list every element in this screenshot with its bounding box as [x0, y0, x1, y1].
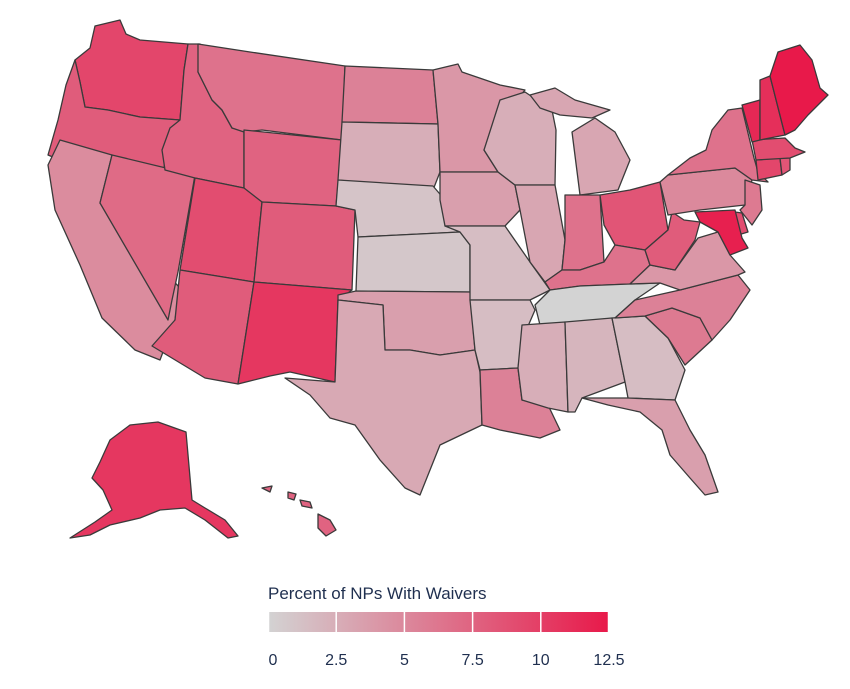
- state-AK[interactable]: [69, 421, 239, 539]
- state-ME[interactable]: [769, 44, 829, 136]
- state-RI[interactable]: [779, 157, 791, 176]
- state-MS[interactable]: [517, 321, 569, 413]
- state-TX[interactable]: [284, 299, 483, 496]
- state-NC[interactable]: [614, 274, 751, 341]
- state-NY[interactable]: [667, 107, 769, 183]
- state-ND[interactable]: [341, 65, 439, 125]
- legend-tick-label: 10: [531, 652, 550, 669]
- state-FL[interactable]: [581, 397, 719, 496]
- state-IN[interactable]: [561, 194, 605, 271]
- legend-tick-label: 0: [268, 652, 278, 669]
- legend-tick-label: 7.5: [461, 652, 484, 669]
- legend-tick-label: 5: [399, 652, 409, 669]
- state-KS[interactable]: [355, 231, 471, 293]
- legend-color-bar: [268, 612, 609, 632]
- state-MD[interactable]: [694, 209, 749, 256]
- state-PA[interactable]: [659, 167, 753, 216]
- state-WA[interactable]: [74, 19, 189, 121]
- state-MI-upper[interactable]: [529, 87, 611, 119]
- legend-tick-label: 2.5: [325, 652, 348, 669]
- state-HI[interactable]: [261, 485, 337, 537]
- state-UT[interactable]: [179, 177, 263, 283]
- legend-title: Percent of NPs With Waivers: [268, 584, 487, 603]
- state-MI[interactable]: [571, 117, 631, 196]
- state-MA[interactable]: [751, 137, 806, 161]
- state-CT[interactable]: [755, 157, 783, 181]
- state-NM[interactable]: [237, 281, 353, 385]
- state-NJ[interactable]: [739, 179, 763, 226]
- state-SD[interactable]: [337, 121, 441, 191]
- legend-tick-label: 12.5: [593, 652, 625, 669]
- state-CO[interactable]: [253, 201, 356, 291]
- state-WY[interactable]: [243, 129, 343, 207]
